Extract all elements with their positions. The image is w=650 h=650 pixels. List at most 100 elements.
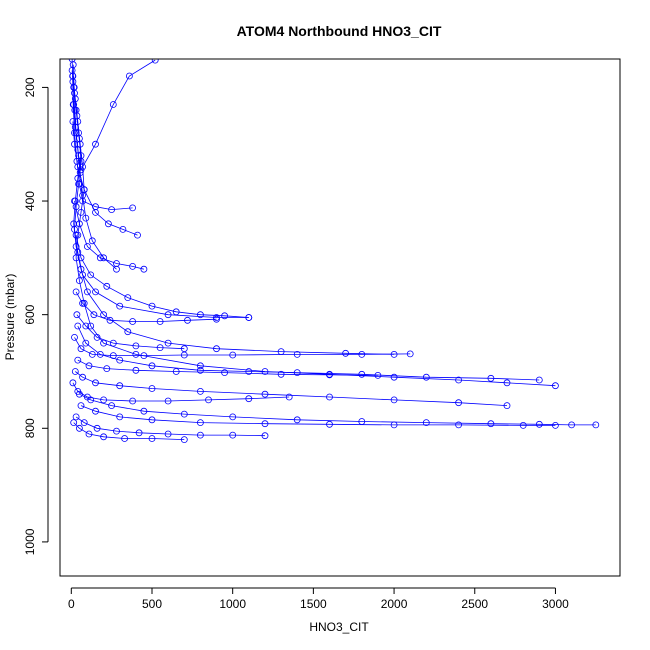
data-point: [140, 352, 148, 360]
data-point: [156, 344, 164, 352]
data-point: [140, 265, 148, 273]
data-point: [374, 371, 382, 379]
data-point: [132, 350, 140, 358]
data-point: [106, 316, 114, 324]
data-point: [74, 146, 82, 154]
data-point: [80, 419, 88, 427]
data-point: [552, 382, 559, 390]
data-point: [92, 379, 99, 387]
data-point: [172, 308, 180, 316]
data-point: [293, 416, 301, 424]
series-line: [75, 416, 266, 437]
data-point: [77, 254, 85, 262]
data-layer: [68, 59, 600, 444]
data-point: [592, 421, 600, 429]
data-point: [164, 430, 172, 438]
data-point: [180, 345, 188, 353]
data-point: [100, 433, 107, 441]
data-point: [277, 370, 285, 378]
data-point: [100, 396, 107, 404]
data-point: [129, 318, 137, 325]
data-point: [229, 351, 237, 359]
data-point: [342, 349, 350, 357]
data-point: [196, 366, 204, 374]
x-tick-label: 3000: [542, 597, 569, 611]
data-point: [326, 393, 333, 401]
data-point: [151, 59, 159, 64]
data-point: [503, 379, 511, 387]
data-point: [69, 118, 77, 125]
data-point: [79, 191, 86, 199]
data-point: [358, 350, 366, 358]
data-point: [180, 436, 188, 444]
series-line: [72, 75, 133, 211]
data-point: [79, 373, 86, 381]
y-axis-label: Pressure (mbar): [3, 274, 17, 361]
data-point: [129, 204, 137, 212]
data-point: [229, 431, 237, 439]
data-point: [135, 429, 143, 437]
x-axis: 0 500 1000 1500 2000 2500 3000: [68, 587, 569, 611]
data-point: [85, 362, 93, 370]
data-point: [196, 419, 204, 427]
data-point: [77, 402, 85, 410]
series-line: [71, 59, 117, 270]
data-point: [74, 356, 82, 364]
data-point: [261, 390, 269, 398]
data-point: [82, 322, 90, 330]
data-point: [113, 265, 120, 273]
data-point: [77, 166, 85, 174]
data-point: [132, 342, 140, 350]
data-point: [196, 362, 204, 370]
series-line: [73, 422, 185, 440]
data-point: [129, 262, 137, 270]
data-point: [72, 288, 80, 296]
data-point: [390, 373, 398, 381]
data-point: [77, 208, 85, 216]
data-point: [69, 379, 77, 387]
data-point: [293, 369, 301, 377]
data-point: [73, 311, 81, 319]
data-point: [77, 345, 85, 353]
data-point: [221, 369, 229, 377]
data-point: [129, 397, 137, 405]
data-point: [100, 254, 107, 262]
data-point: [109, 352, 117, 360]
data-point: [293, 350, 301, 358]
data-point: [68, 59, 76, 63]
data-point: [148, 302, 156, 310]
data-point: [121, 435, 128, 442]
y-tick-label: 200: [23, 77, 37, 97]
data-point: [134, 231, 141, 239]
data-point: [70, 419, 78, 427]
data-point: [71, 197, 78, 205]
data-point: [84, 243, 91, 250]
data-point: [156, 318, 164, 325]
data-point: [422, 373, 430, 381]
data-point: [205, 396, 212, 404]
data-point: [105, 220, 112, 228]
data-point: [285, 393, 293, 401]
data-point: [77, 265, 85, 273]
data-point: [76, 424, 83, 432]
data-point: [88, 350, 96, 358]
data-point: [87, 271, 95, 279]
x-tick-label: 0: [68, 597, 75, 611]
data-point: [245, 395, 253, 403]
x-tick-label: 1000: [219, 597, 246, 611]
series-line: [79, 393, 596, 426]
data-point: [164, 397, 172, 405]
data-point: [70, 101, 78, 108]
y-tick-label: 600: [23, 304, 37, 324]
data-point: [261, 420, 269, 428]
data-point: [71, 368, 79, 375]
data-point: [132, 366, 140, 374]
data-point: [108, 402, 115, 410]
x-axis-label: HNO3_CIT: [309, 620, 369, 634]
data-point: [487, 374, 495, 382]
y-tick-label: 800: [23, 418, 37, 438]
data-point: [406, 350, 414, 358]
data-point: [72, 231, 80, 239]
data-point: [180, 410, 188, 418]
data-point: [113, 427, 120, 435]
